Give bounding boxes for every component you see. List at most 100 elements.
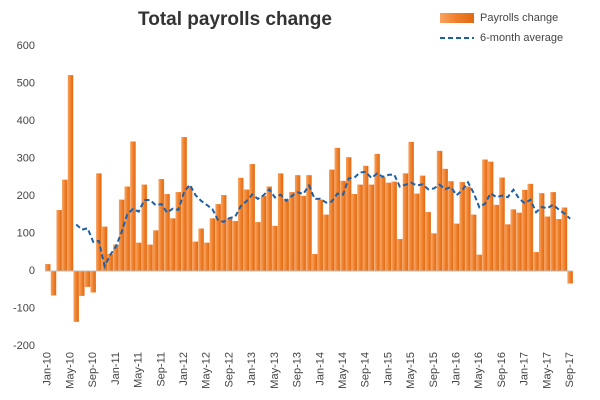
bar bbox=[181, 136, 187, 272]
bar bbox=[283, 200, 289, 272]
bar bbox=[419, 175, 426, 272]
x-tick-label: Sep-14 bbox=[360, 352, 372, 387]
bar bbox=[215, 204, 221, 272]
chart-title: Total payrolls change bbox=[138, 9, 332, 30]
bar bbox=[346, 157, 352, 272]
bar bbox=[187, 186, 193, 272]
bar bbox=[107, 253, 113, 272]
bar bbox=[73, 270, 79, 322]
bar bbox=[425, 211, 431, 272]
x-tick-label: Jan-11 bbox=[110, 352, 122, 385]
bar bbox=[567, 270, 573, 284]
x-tick-label: May-15 bbox=[405, 352, 417, 389]
bar bbox=[414, 193, 420, 272]
x-tick-label: Sep-16 bbox=[496, 352, 508, 387]
x-tick-label: Sep-15 bbox=[428, 352, 440, 387]
bar bbox=[130, 141, 136, 272]
bar bbox=[192, 241, 199, 272]
bar bbox=[255, 222, 261, 272]
bar bbox=[533, 252, 539, 272]
bar bbox=[539, 193, 545, 272]
bar bbox=[510, 209, 517, 272]
bar bbox=[499, 177, 505, 272]
x-tick-label: Sep-11 bbox=[155, 352, 167, 387]
bar bbox=[238, 177, 244, 272]
bar bbox=[153, 230, 159, 272]
bar bbox=[67, 75, 74, 272]
average-line bbox=[75, 170, 571, 270]
x-tick-label: Jan-16 bbox=[451, 352, 463, 386]
bar bbox=[323, 214, 329, 272]
bar bbox=[113, 244, 119, 272]
x-tick-label: Jan-17 bbox=[519, 352, 531, 386]
x-tick-label: Jan-12 bbox=[178, 352, 190, 386]
x-tick-label: Sep-13 bbox=[292, 352, 304, 387]
bar bbox=[260, 195, 267, 272]
bar bbox=[209, 218, 216, 272]
bar bbox=[391, 181, 397, 272]
y-tick-label: 300 bbox=[17, 152, 35, 164]
y-tick-label: 600 bbox=[17, 40, 35, 52]
bar bbox=[357, 184, 363, 272]
bar bbox=[544, 216, 551, 272]
bar bbox=[408, 141, 414, 272]
bar bbox=[527, 183, 534, 272]
bar bbox=[476, 254, 483, 272]
legend-swatch bbox=[440, 13, 474, 23]
x-tick-label: Sep-10 bbox=[87, 352, 99, 387]
x-tick-label: Jan-15 bbox=[382, 352, 394, 386]
bar bbox=[459, 181, 465, 272]
bar bbox=[397, 238, 403, 272]
bar bbox=[289, 192, 295, 272]
bar bbox=[164, 193, 170, 272]
bar bbox=[402, 173, 409, 272]
bar bbox=[470, 214, 477, 272]
legend-label: Payrolls change bbox=[480, 12, 558, 24]
bar bbox=[550, 192, 556, 272]
bar bbox=[45, 264, 51, 272]
bar bbox=[96, 173, 102, 272]
bar bbox=[505, 224, 511, 272]
bar bbox=[84, 270, 91, 287]
bar bbox=[50, 270, 57, 296]
bar bbox=[329, 169, 335, 272]
bar bbox=[363, 165, 369, 272]
y-tick-label: 0 bbox=[29, 265, 35, 277]
bar bbox=[249, 163, 255, 272]
bar bbox=[482, 159, 488, 272]
bar bbox=[385, 182, 392, 272]
bar bbox=[266, 186, 272, 272]
y-tick-label: 500 bbox=[17, 77, 35, 89]
x-tick-label: May-17 bbox=[541, 352, 553, 389]
x-tick-label: Jan-13 bbox=[246, 352, 258, 386]
x-tick-label: Jan-10 bbox=[42, 352, 54, 386]
bar bbox=[300, 195, 307, 272]
bar bbox=[374, 153, 380, 272]
legend-label: 6-month average bbox=[480, 32, 563, 44]
bar bbox=[147, 244, 153, 272]
bar bbox=[493, 204, 500, 272]
bar bbox=[90, 270, 96, 293]
bar bbox=[317, 199, 324, 272]
bar bbox=[561, 207, 568, 272]
bar bbox=[277, 173, 284, 272]
bar bbox=[556, 219, 562, 272]
bar bbox=[487, 161, 494, 272]
bar bbox=[170, 218, 176, 272]
bar bbox=[311, 253, 318, 272]
bar bbox=[158, 178, 165, 272]
bar bbox=[56, 210, 62, 272]
bar bbox=[516, 212, 522, 272]
bar bbox=[351, 193, 358, 272]
x-tick-label: May-16 bbox=[473, 352, 485, 389]
x-tick-label: May-13 bbox=[269, 352, 281, 389]
x-tick-label: Jan-14 bbox=[314, 352, 326, 386]
bar bbox=[442, 168, 448, 272]
x-tick-label: May-10 bbox=[64, 352, 76, 389]
x-tick-label: May-12 bbox=[201, 352, 213, 389]
y-tick-label: -100 bbox=[13, 302, 35, 314]
bar bbox=[198, 228, 204, 272]
bar bbox=[62, 179, 68, 272]
